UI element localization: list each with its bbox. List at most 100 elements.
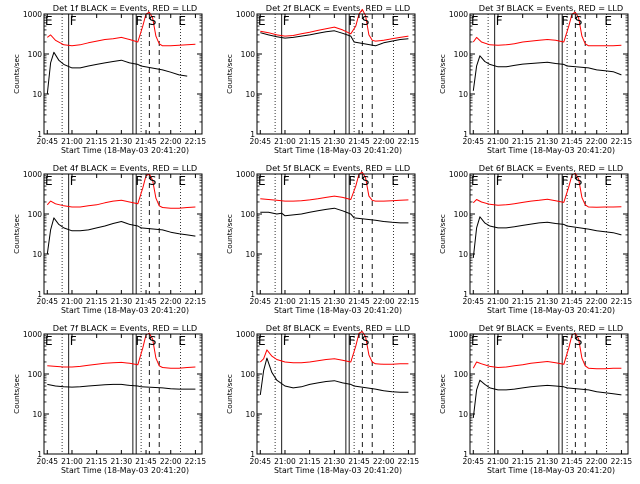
annotation-label: E: [178, 334, 186, 348]
x-tick-label: 21:00: [487, 457, 509, 466]
x-tick-label: 22:15: [611, 137, 633, 146]
chart-title: Det 2f BLACK = Events, RED = LLD: [266, 3, 410, 13]
series-line-events: [260, 207, 409, 224]
annotation-label: F: [70, 334, 77, 348]
y-tick-label: 100: [454, 50, 469, 59]
series-line-events: [46, 217, 196, 255]
x-tick-label: 20:45: [249, 137, 271, 146]
y-axis-label: Counts/sec: [438, 214, 447, 254]
x-tick-label: 22:15: [185, 297, 207, 306]
series-line-lld: [46, 173, 196, 209]
x-axis-label: Start Time (18-May-03 20:41:20): [61, 306, 189, 315]
annotation-label: E: [178, 14, 186, 28]
y-tick-label: 1000: [23, 170, 42, 179]
x-tick-label: 21:00: [274, 137, 296, 146]
plot-frame: [43, 333, 203, 455]
x-tick-label: 22:15: [611, 297, 633, 306]
chart-title: Det 3f BLACK = Events, RED = LLD: [479, 3, 623, 13]
y-tick-label: 1: [37, 450, 42, 459]
y-tick-label: 10: [245, 250, 255, 259]
y-tick-label: 100: [241, 210, 256, 219]
annotation-label: F: [496, 334, 503, 348]
x-tick-label: 22:00: [586, 297, 608, 306]
y-tick-label: 1000: [236, 330, 255, 339]
x-tick-label: 21:00: [487, 137, 509, 146]
y-tick-label: 1: [463, 450, 468, 459]
y-tick-label: 10: [32, 410, 42, 419]
x-tick-label: 21:30: [537, 457, 559, 466]
plot-frame: [256, 13, 416, 135]
x-tick-label: 20:45: [36, 297, 58, 306]
annotation-label: E: [391, 334, 399, 348]
x-tick-label: 20:45: [36, 457, 58, 466]
annotation-label: E: [178, 174, 186, 188]
annotation-label: F: [562, 334, 569, 348]
y-tick-label: 10: [245, 90, 255, 99]
y-tick-label: 1: [37, 130, 42, 139]
x-tick-label: 21:00: [61, 137, 83, 146]
y-tick-label: 1: [463, 130, 468, 139]
y-tick-label: 10: [245, 410, 255, 419]
y-tick-label: 100: [28, 210, 43, 219]
annotation-label: E: [258, 334, 266, 348]
annotation-label: S: [575, 334, 583, 348]
x-tick-label: 21:30: [324, 137, 346, 146]
y-tick-label: 100: [454, 370, 469, 379]
x-tick-label: 22:15: [185, 457, 207, 466]
annotation-label: E: [258, 174, 266, 188]
x-axis-label: Start Time (18-May-03 20:41:20): [487, 146, 615, 155]
annotation-label: E: [471, 174, 479, 188]
x-tick-label: 21:30: [111, 297, 133, 306]
x-axis-label: Start Time (18-May-03 20:41:20): [61, 466, 189, 475]
series-line-lld: [46, 11, 196, 47]
plot-frame: [469, 173, 629, 295]
series-line-events: [46, 51, 188, 95]
x-tick-label: 21:45: [348, 457, 370, 466]
y-tick-label: 1: [250, 290, 255, 299]
annotation-label: E: [45, 14, 53, 28]
y-axis-label: Counts/sec: [12, 374, 21, 414]
chart-title: Det 9f BLACK = Events, RED = LLD: [479, 323, 623, 333]
plot-frame: [469, 333, 629, 455]
x-tick-label: 21:45: [135, 457, 157, 466]
x-tick-label: 21:15: [86, 137, 108, 146]
x-tick-label: 20:45: [36, 137, 58, 146]
annotation-label: E: [471, 334, 479, 348]
y-axis-label: Counts/sec: [225, 214, 234, 254]
annotation-label: F: [349, 174, 356, 188]
x-axis-label: Start Time (18-May-03 20:41:20): [61, 146, 189, 155]
y-tick-label: 10: [32, 90, 42, 99]
plot-frame: [43, 173, 203, 295]
annotation-label: F: [496, 174, 503, 188]
y-tick-label: 1000: [449, 170, 468, 179]
series-line-events: [259, 357, 409, 395]
annotation-label: S: [149, 334, 157, 348]
annotation-label: E: [604, 174, 612, 188]
series-line-events: [472, 55, 622, 91]
x-tick-label: 21:15: [299, 137, 321, 146]
y-axis-label: Counts/sec: [12, 214, 21, 254]
x-tick-label: 21:30: [324, 457, 346, 466]
annotation-label: S: [362, 14, 370, 28]
annotation-label: F: [562, 14, 569, 28]
series-line-lld: [472, 332, 622, 370]
annotation-label: S: [149, 14, 157, 28]
y-axis-label: Counts/sec: [438, 54, 447, 94]
x-tick-label: 21:15: [299, 297, 321, 306]
x-tick-label: 22:15: [398, 137, 420, 146]
annotation-label: E: [258, 14, 266, 28]
y-tick-label: 1: [250, 130, 255, 139]
x-tick-label: 21:30: [111, 137, 133, 146]
x-tick-label: 21:15: [512, 297, 534, 306]
x-tick-label: 21:45: [561, 137, 583, 146]
annotation-label: E: [45, 174, 53, 188]
series-line-lld: [472, 11, 622, 47]
series-line-lld: [260, 8, 409, 42]
x-tick-label: 21:15: [86, 297, 108, 306]
series-line-events: [260, 30, 409, 47]
plot-frame: [43, 13, 203, 135]
annotation-label: F: [136, 334, 143, 348]
